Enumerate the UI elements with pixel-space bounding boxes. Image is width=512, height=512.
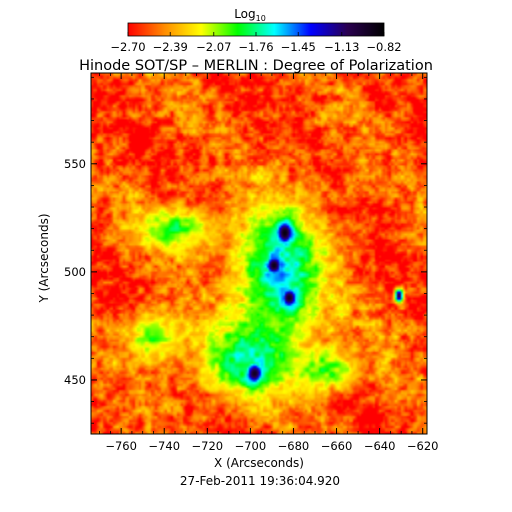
colorbar-tick-label: −2.39: [153, 40, 188, 54]
y-tick-label: 550: [64, 157, 86, 171]
x-tick-label: −680: [278, 439, 310, 453]
colorbar-tick-label: −1.45: [281, 40, 316, 54]
plot-frame: [90, 72, 428, 435]
x-tick-label: −640: [364, 439, 396, 453]
heatmap-image: [91, 73, 427, 434]
colorbar-tick-label: −1.13: [324, 40, 359, 54]
y-axis: 450 500 550: [64, 76, 427, 424]
colorbar-tick-label: −0.82: [366, 40, 401, 54]
colorbar-label: Log10: [234, 7, 266, 23]
x-tick-label: −740: [148, 439, 180, 453]
y-tick-label: 450: [64, 373, 86, 387]
y-tick-label: 500: [64, 265, 86, 279]
colorbar-ticks: −2.70 −2.39 −2.07 −1.76 −1.45 −1.13 −0.82: [110, 32, 402, 54]
x-tick-label: −720: [192, 439, 224, 453]
timestamp: 27-Feb-2011 19:36:04.920: [180, 474, 340, 488]
x-axis-label: X (Arcseconds): [214, 456, 304, 470]
x-tick-label: −660: [321, 439, 353, 453]
colorbar-tick-label: −2.70: [110, 40, 145, 54]
chart-title: Hinode SOT/SP – MERLIN : Degree of Polar…: [79, 58, 433, 74]
y-axis-label: Y (Arcseconds): [37, 213, 51, 303]
x-tick-label: −700: [235, 439, 267, 453]
x-axis: −760 −740 −720 −700 −680 −660 −640 −620: [99, 73, 439, 453]
colorbar-tick-label: −1.76: [238, 40, 273, 54]
colorbar-tick-label: −2.07: [196, 40, 231, 54]
x-tick-label: −760: [105, 439, 137, 453]
x-tick-label: −620: [407, 439, 439, 453]
